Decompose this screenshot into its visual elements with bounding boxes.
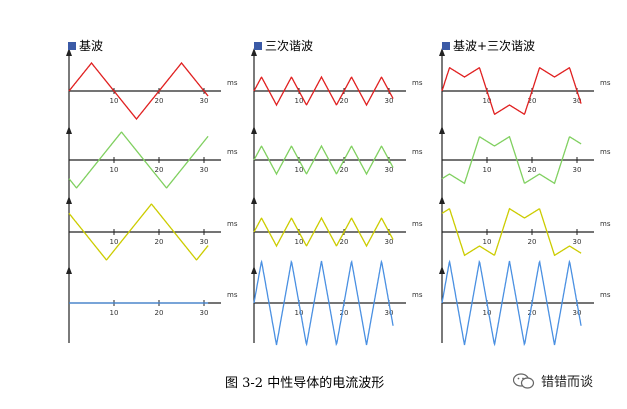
y-axis-arrow [251,266,257,274]
x-tick-label: 30 [573,238,582,246]
y-axis-arrow [439,196,445,204]
x-tick-label: 20 [155,97,164,105]
y-axis-arrow [66,126,72,134]
time-unit-label: ms [227,220,238,228]
time-unit-label: ms [600,148,611,156]
y-axis-arrow [439,126,445,134]
y-axis-arrow [251,126,257,134]
wechat-icon [513,372,535,389]
legend-square-icon [254,41,262,50]
waveform-trace [253,144,394,176]
column-header-fundamental: 基波 [68,37,103,54]
y-axis-arrow [66,266,72,274]
x-tick-label: 30 [573,97,582,105]
waveform-trace [441,66,582,116]
y-axis-arrow [439,266,445,274]
x-tick-label: 20 [528,166,537,174]
waveform-trace [68,131,209,189]
column-title-fundamental: 基波 [79,39,104,53]
column-header-third-harmonic: 三次谐波 [254,37,313,54]
x-tick-label: 30 [573,309,582,317]
x-tick-label: 20 [155,238,164,246]
x-tick-label: 10 [483,166,492,174]
x-tick-label: 30 [385,166,394,174]
column-title-third-harmonic: 三次谐波 [265,39,314,53]
y-axis-arrow [66,48,72,56]
x-tick-label: 30 [385,309,394,317]
x-tick-label: 30 [200,166,209,174]
x-tick-label: 20 [155,166,164,174]
x-tick-label: 30 [385,97,394,105]
waveform-trace [68,61,209,121]
x-tick-label: 10 [110,238,119,246]
x-tick-label: 30 [200,309,209,317]
x-tick-label: 10 [295,309,304,317]
waveform-trace [68,203,209,261]
time-unit-label: ms [600,220,611,228]
time-unit-label: ms [227,291,238,299]
x-tick-label: 10 [110,166,119,174]
x-tick-label: 30 [200,238,209,246]
y-axis-arrow [251,196,257,204]
x-tick-label: 10 [295,238,304,246]
watermark: 错错而谈 [513,371,593,390]
x-tick-label: 20 [340,309,349,317]
time-unit-label: ms [412,291,423,299]
time-unit-label: ms [227,79,238,87]
x-tick-label: 10 [483,238,492,246]
figure-caption: 图 3-2 中性导体的电流波形 [225,376,385,391]
time-unit-label: ms [600,79,611,87]
waveform-trace [441,259,582,347]
x-tick-label: 20 [528,97,537,105]
x-tick-label: 20 [340,166,349,174]
x-tick-label: 10 [295,97,304,105]
x-tick-label: 10 [295,166,304,174]
column-title-sum: 基波+三次谐波 [453,39,536,53]
waveform-trace [253,216,394,248]
x-tick-label: 30 [200,97,209,105]
time-unit-label: ms [600,291,611,299]
legend-square-icon [442,41,450,50]
x-tick-label: 20 [340,97,349,105]
y-axis-arrow [66,196,72,204]
y-axis-arrow [439,48,445,56]
x-tick-label: 10 [483,309,492,317]
x-tick-label: 30 [385,238,394,246]
waveform-trace [441,207,582,257]
x-tick-label: 10 [110,309,119,317]
x-tick-label: 10 [483,97,492,105]
waveform-trace [253,75,394,107]
time-unit-label: ms [412,220,423,228]
time-unit-label: ms [227,148,238,156]
waveform-trace [441,135,582,185]
x-tick-label: 20 [528,238,537,246]
x-tick-label: 20 [528,309,537,317]
x-tick-label: 20 [155,309,164,317]
x-tick-label: 10 [110,97,119,105]
time-unit-label: ms [412,148,423,156]
legend-square-icon [68,41,76,50]
column-header-sum: 基波+三次谐波 [442,37,535,54]
x-tick-label: 30 [573,166,582,174]
y-axis-arrow [251,48,257,56]
x-tick-label: 20 [340,238,349,246]
time-unit-label: ms [412,79,423,87]
watermark-text: 错错而谈 [541,375,594,390]
waveform-trace [253,259,394,347]
